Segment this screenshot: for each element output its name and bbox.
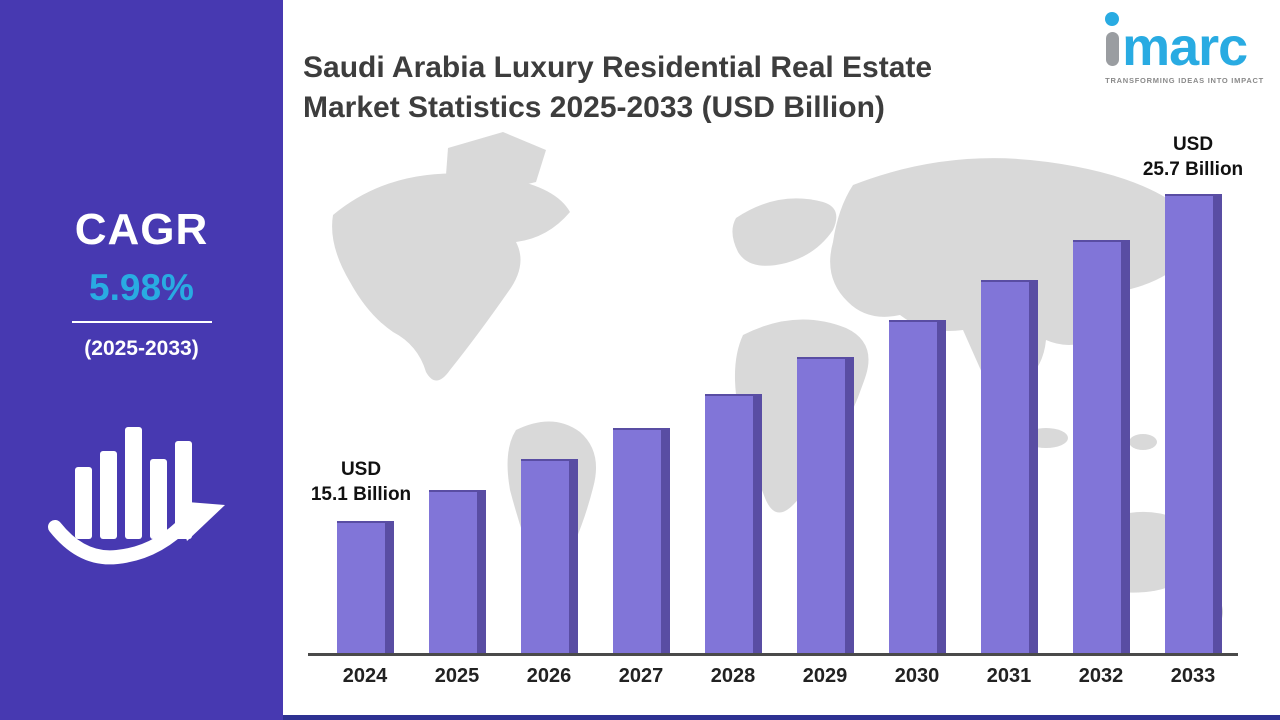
bar-2029 xyxy=(796,357,854,653)
bar-2025 xyxy=(428,490,486,653)
data-label-2033-line1: USD xyxy=(1172,133,1214,155)
data-label-2024: USD 15.1 Billion xyxy=(305,457,417,508)
bar-2026 xyxy=(520,459,578,653)
x-tick-2025: 2025 xyxy=(434,665,480,687)
bar-2028 xyxy=(704,394,762,653)
data-label-2033-line2: 25.7 Billion xyxy=(1142,159,1244,181)
cagr-block: CAGR 5.98% (2025-2033) xyxy=(0,205,283,579)
bar-2024 xyxy=(336,521,394,653)
bar-cell-2026: 2026 xyxy=(503,183,595,687)
logo-wordmark: marc xyxy=(1105,12,1264,77)
logo-tagline: TRANSFORMING IDEAS INTO IMPACT xyxy=(1105,76,1264,85)
page-title: Saudi Arabia Luxury Residential Real Est… xyxy=(303,51,933,124)
x-axis-line xyxy=(308,653,1238,656)
cagr-value: 5.98% xyxy=(89,267,194,308)
bar-cell-2027: 2027 xyxy=(595,183,687,687)
x-tick-2032: 2032 xyxy=(1078,665,1124,687)
logo-text: marc xyxy=(1122,16,1248,77)
sidebar: CAGR 5.98% (2025-2033) xyxy=(0,0,283,720)
bars-row: 2024 2025 2026 2027 2028 2029 2030 2031 2032 2033 xyxy=(319,183,1239,687)
x-tick-2029: 2029 xyxy=(802,665,848,687)
bar-2031 xyxy=(980,280,1038,653)
x-tick-2026: 2026 xyxy=(526,665,572,687)
cagr-period: (2025-2033) xyxy=(84,337,199,360)
logo-dot-icon xyxy=(1105,12,1120,26)
bar-2032 xyxy=(1072,240,1130,653)
bar-2030 xyxy=(888,320,946,653)
x-tick-2031: 2031 xyxy=(986,665,1032,687)
logo-letter-i xyxy=(1105,12,1120,66)
bottom-accent-strip xyxy=(283,715,1280,720)
imarc-logo: marc TRANSFORMING IDEAS INTO IMPACT xyxy=(1105,12,1264,85)
bar-2033 xyxy=(1164,194,1222,653)
bar-cell-2030: 2030 xyxy=(871,183,963,687)
main-chart-area: Saudi Arabia Luxury Residential Real Est… xyxy=(283,0,1280,720)
growth-bars-arrow-icon xyxy=(47,427,225,565)
x-tick-2030: 2030 xyxy=(894,665,940,687)
cagr-label: CAGR xyxy=(74,205,209,254)
bar-cell-2025: 2025 xyxy=(411,183,503,687)
bar-cell-2031: 2031 xyxy=(963,183,1055,687)
x-tick-2028: 2028 xyxy=(710,665,756,687)
cagr-underline xyxy=(71,321,212,323)
bar-cell-2028: 2028 xyxy=(687,183,779,687)
bar-cell-2024: 2024 xyxy=(319,183,411,687)
x-tick-2024: 2024 xyxy=(342,665,388,687)
data-label-2024-line1: USD xyxy=(340,458,382,480)
bar-cell-2029: 2029 xyxy=(779,183,871,687)
bar-cell-2033: 2033 xyxy=(1147,183,1239,687)
logo-stem xyxy=(1105,32,1119,66)
data-label-2033: USD 25.7 Billion xyxy=(1126,132,1260,183)
data-label-2024-line2: 15.1 Billion xyxy=(310,484,412,506)
bar-2027 xyxy=(612,428,670,653)
x-tick-2033: 2033 xyxy=(1170,665,1216,687)
bar-cell-2032: 2032 xyxy=(1055,183,1147,687)
x-tick-2027: 2027 xyxy=(618,665,664,687)
